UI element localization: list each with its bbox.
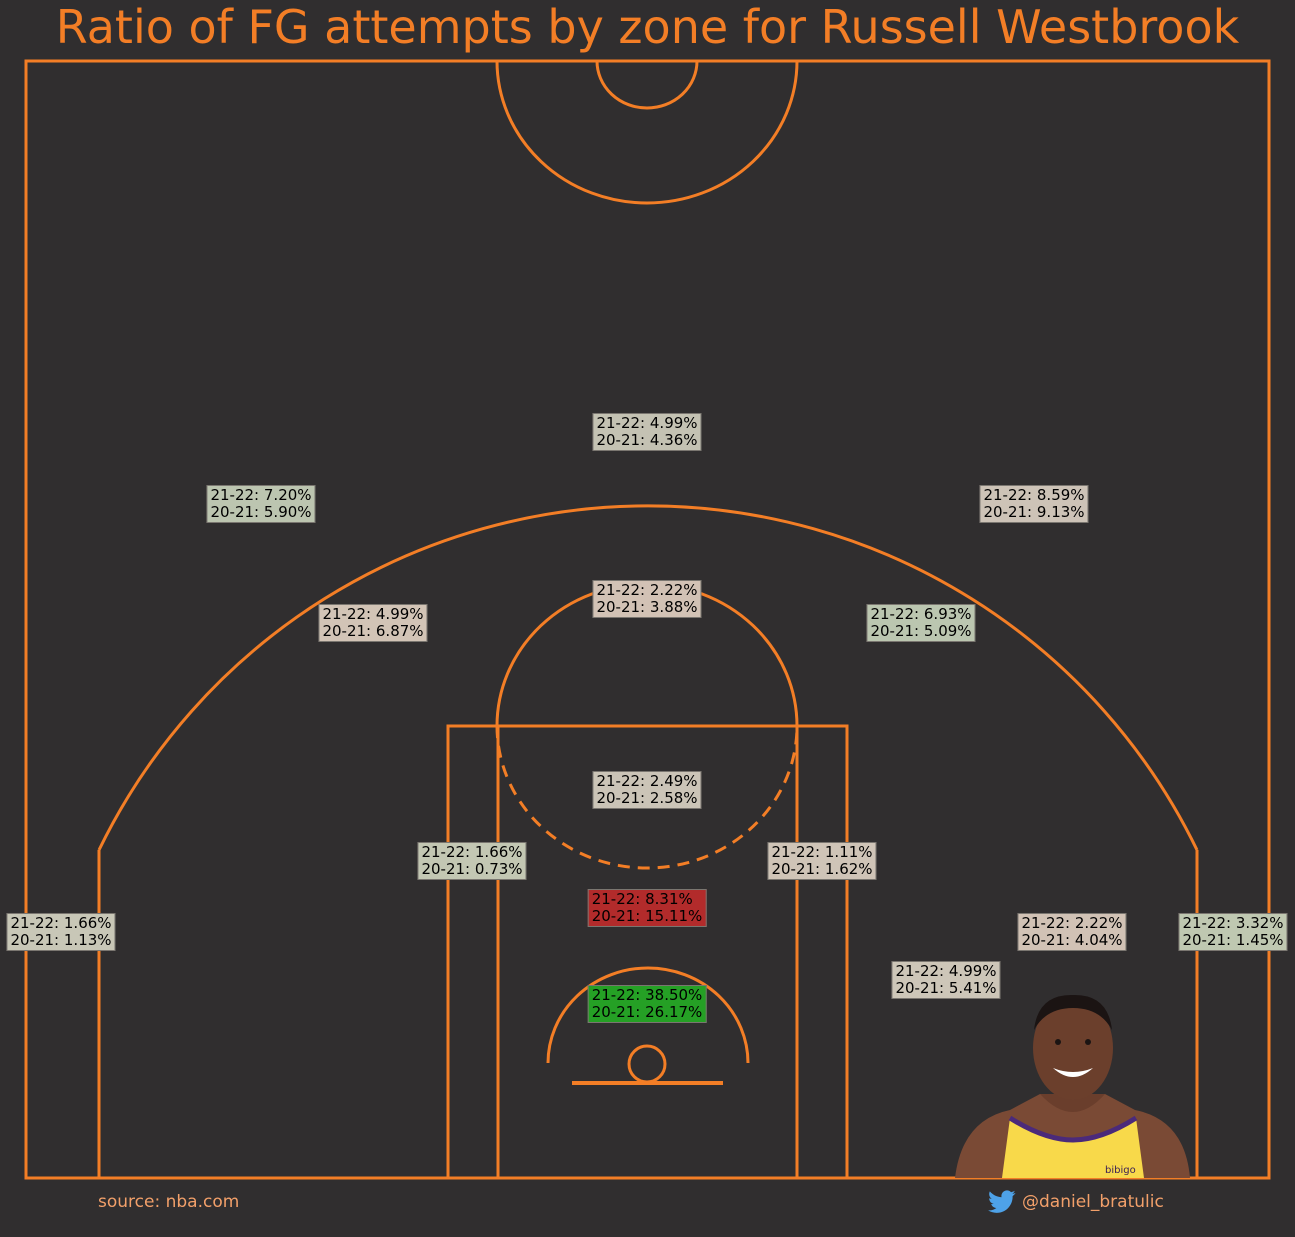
- zone-value-2122: 21-22: 2.49%: [596, 772, 698, 790]
- twitter-handle: @daniel_bratulic: [1022, 1192, 1164, 1212]
- zone-value-2122: 21-22: 8.59%: [983, 486, 1085, 504]
- zone-value-2122: 21-22: 4.99%: [596, 414, 698, 432]
- zone-label-restricted-area: 21-22: 38.50% 20-21: 26.17%: [587, 985, 707, 1023]
- zone-label-above-break-center: 21-22: 4.99% 20-21: 4.36%: [592, 413, 702, 451]
- chart-title: Ratio of FG attempts by zone for Russell…: [55, 0, 1240, 54]
- zone-value-2021: 20-21: 2.58%: [596, 789, 698, 807]
- zone-value-2021: 20-21: 0.73%: [421, 860, 523, 878]
- three-point-arc: [97, 504, 1199, 851]
- zone-value-2122: 21-22: 4.99%: [895, 962, 997, 980]
- zone-value-2122: 21-22: 2.22%: [1021, 914, 1123, 932]
- zone-value-2021: 20-21: 6.87%: [322, 622, 424, 640]
- zone-label-paint-non-ra: 21-22: 2.49% 20-21: 2.58%: [592, 771, 702, 809]
- zone-value-2122: 21-22: 8.31%: [591, 890, 693, 908]
- zone-value-2122: 21-22: 4.99%: [322, 605, 424, 623]
- zone-value-2021: 20-21: 5.90%: [210, 503, 312, 521]
- zone-value-2122: 21-22: 7.20%: [210, 486, 312, 504]
- svg-text:bibigo: bibigo: [1105, 1165, 1136, 1176]
- zone-value-2021: 20-21: 1.62%: [771, 860, 873, 878]
- center-circle-inner: [595, 60, 699, 110]
- zone-value-2122: 21-22: 3.32%: [1182, 914, 1284, 932]
- zone-label-paint-lower: 21-22: 8.31% 20-21: 15.11%: [587, 889, 707, 927]
- zone-value-2021: 20-21: 1.45%: [1182, 931, 1284, 949]
- zone-label-mid-right-baseline: 21-22: 1.11% 20-21: 1.62%: [767, 842, 877, 880]
- zone-label-mid-center: 21-22: 2.22% 20-21: 3.88%: [592, 580, 702, 618]
- zone-value-2122: 21-22: 1.66%: [10, 914, 112, 932]
- twitter-credit: @daniel_bratulic: [988, 1190, 1164, 1214]
- zone-value-2021: 20-21: 15.11%: [591, 907, 703, 925]
- player-photo: bibigo: [955, 994, 1190, 1178]
- zone-value-2021: 20-21: 9.13%: [983, 503, 1085, 521]
- zone-value-2122: 21-22: 38.50%: [591, 986, 703, 1004]
- zone-value-2021: 20-21: 26.17%: [591, 1003, 703, 1021]
- zone-value-2122: 21-22: 2.22%: [596, 581, 698, 599]
- zone-label-above-break-right: 21-22: 8.59% 20-21: 9.13%: [979, 485, 1089, 523]
- zone-value-2021: 20-21: 5.09%: [870, 622, 972, 640]
- source-note: source: nba.com: [98, 1192, 240, 1212]
- zone-value-2122: 21-22: 1.11%: [771, 843, 873, 861]
- zone-label-right-corner-3: 21-22: 3.32% 20-21: 1.45%: [1178, 913, 1288, 951]
- zone-value-2021: 20-21: 3.88%: [596, 598, 698, 616]
- free-throw-circle-bottom: [495, 725, 799, 870]
- restricted-area-arc: [546, 966, 750, 1064]
- twitter-bird-icon: [988, 1190, 1016, 1213]
- zone-label-mid-left-baseline: 21-22: 1.66% 20-21: 0.73%: [417, 842, 527, 880]
- zone-label-mid-right-wing-low: 21-22: 4.99% 20-21: 5.41%: [891, 961, 1001, 999]
- center-circle-outer: [495, 60, 799, 205]
- zone-label-mid-right-center: 21-22: 6.93% 20-21: 5.09%: [866, 604, 976, 642]
- zone-label-left-corner-3: 21-22: 1.66% 20-21: 1.13%: [6, 913, 116, 951]
- zone-value-2021: 20-21: 5.41%: [895, 979, 997, 997]
- hoop: [627, 1044, 667, 1084]
- zone-label-mid-right-short: 21-22: 2.22% 20-21: 4.04%: [1017, 913, 1127, 951]
- zone-label-mid-left-center: 21-22: 4.99% 20-21: 6.87%: [318, 604, 428, 642]
- zone-value-2021: 20-21: 4.04%: [1021, 931, 1123, 949]
- zone-value-2021: 20-21: 4.36%: [596, 431, 698, 449]
- zone-value-2021: 20-21: 1.13%: [10, 931, 112, 949]
- zone-value-2122: 21-22: 6.93%: [870, 605, 972, 623]
- paint-inner: [496, 724, 799, 1180]
- zone-label-above-break-left: 21-22: 7.20% 20-21: 5.90%: [206, 485, 316, 523]
- zone-value-2122: 21-22: 1.66%: [421, 843, 523, 861]
